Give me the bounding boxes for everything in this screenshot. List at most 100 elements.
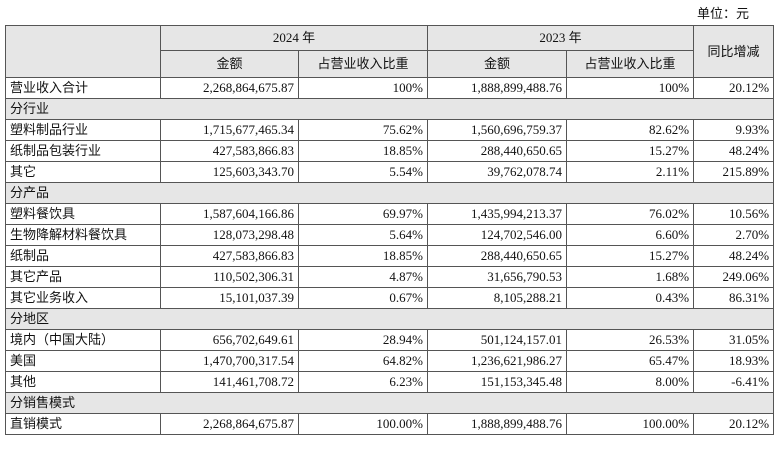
row-label: 其他 bbox=[5, 371, 161, 393]
data-row: 其它业务收入 15,101,037.39 0.67% 8,105,288.21 0.43… bbox=[5, 287, 775, 309]
header-corner bbox=[5, 25, 161, 78]
row-label: 其它业务收入 bbox=[5, 287, 161, 309]
data-row: 境内（中国大陆） 656,702,649.61 28.94% 501,124,157.… bbox=[5, 329, 775, 351]
cell: 1,587,604,166.86 bbox=[160, 203, 299, 225]
cell: 15,101,037.39 bbox=[160, 287, 299, 309]
cell: 215.89% bbox=[693, 161, 775, 183]
header-column: 占营业收入比重 bbox=[566, 50, 695, 78]
cell: 2,268,864,675.87 bbox=[160, 77, 299, 99]
cell: 0.43% bbox=[566, 287, 695, 309]
cell: 5.54% bbox=[297, 161, 429, 183]
row-label: 其它产品 bbox=[5, 266, 161, 288]
cell: 82.62% bbox=[566, 119, 695, 141]
cell: 1,888,899,488.76 bbox=[427, 77, 568, 99]
cell: 1,560,696,759.37 bbox=[427, 119, 568, 141]
data-row: 营业收入合计 2,268,864,675.87 100% 1,888,899,488.… bbox=[5, 77, 775, 99]
header-column: 占营业收入比重 bbox=[297, 50, 429, 78]
cell: 18.85% bbox=[297, 140, 429, 162]
header-year: 2023 年 bbox=[427, 25, 695, 51]
cell: 0.67% bbox=[297, 287, 429, 309]
row-label: 美国 bbox=[5, 350, 161, 372]
cell: 9.93% bbox=[693, 119, 775, 141]
cell: 501,124,157.01 bbox=[427, 329, 568, 351]
section-label: 分行业 bbox=[4, 98, 775, 120]
cell: 5.64% bbox=[297, 224, 429, 246]
cell: 1.68% bbox=[566, 266, 695, 288]
cell: 2,268,864,675.87 bbox=[160, 413, 299, 435]
section-row: 分行业 bbox=[4, 98, 775, 120]
cell: 4.87% bbox=[297, 266, 429, 288]
cell: 75.62% bbox=[297, 119, 429, 141]
cell: 288,440,650.65 bbox=[427, 140, 568, 162]
cell: 69.97% bbox=[297, 203, 429, 225]
revenue-table: 2024 年 2023 年 同比增减 金额 占营业收入比重 金额 占营业收入比重… bbox=[4, 25, 775, 435]
section-row: 分产品 bbox=[4, 182, 775, 204]
header-column: 金额 bbox=[160, 50, 299, 78]
header-row: 2024 年 2023 年 同比增减 bbox=[5, 25, 775, 78]
cell: 65.47% bbox=[566, 350, 695, 372]
data-row: 美国 1,470,700,317.54 64.82% 1,236,621,986.27… bbox=[5, 350, 775, 372]
cell: 8,105,288.21 bbox=[427, 287, 568, 309]
cell: 48.24% bbox=[693, 140, 775, 162]
cell: 31,656,790.53 bbox=[427, 266, 568, 288]
row-label: 境内（中国大陆） bbox=[5, 329, 161, 351]
header-year: 2024 年 bbox=[159, 25, 429, 51]
row-label: 塑料餐饮具 bbox=[5, 203, 161, 225]
row-label: 生物降解材料餐饮具 bbox=[5, 224, 161, 246]
table-body: 2024 年 2023 年 同比增减 金额 占营业收入比重 金额 占营业收入比重… bbox=[4, 25, 775, 435]
cell: 1,715,677,465.34 bbox=[160, 119, 299, 141]
cell: 100.00% bbox=[566, 413, 695, 435]
header-column: 金额 bbox=[427, 50, 568, 78]
cell: 20.12% bbox=[693, 413, 775, 435]
data-row: 生物降解材料餐饮具 128,073,298.48 5.64% 124,702,546.… bbox=[5, 224, 775, 246]
data-row: 其他 141,461,708.72 6.23% 151,153,345.48 8.00%… bbox=[5, 371, 775, 393]
cell: 100% bbox=[297, 77, 429, 99]
cell: -6.41% bbox=[693, 371, 775, 393]
cell: 128,073,298.48 bbox=[160, 224, 299, 246]
cell: 20.12% bbox=[693, 77, 775, 99]
cell: 151,153,345.48 bbox=[427, 371, 568, 393]
cell: 141,461,708.72 bbox=[160, 371, 299, 393]
cell: 288,440,650.65 bbox=[427, 245, 568, 267]
data-row: 其它 125,603,343.70 5.54% 39,762,078.74 2.11% 2… bbox=[5, 161, 775, 183]
cell: 6.23% bbox=[297, 371, 429, 393]
cell: 124,702,546.00 bbox=[427, 224, 568, 246]
cell: 86.31% bbox=[693, 287, 775, 309]
section-label: 分销售模式 bbox=[4, 392, 775, 414]
cell: 8.00% bbox=[566, 371, 695, 393]
data-row: 纸制品 427,583,866.83 18.85% 288,440,650.65 15.… bbox=[5, 245, 775, 267]
row-label: 营业收入合计 bbox=[5, 77, 161, 99]
cell: 249.06% bbox=[693, 266, 775, 288]
cell: 6.60% bbox=[566, 224, 695, 246]
row-label: 直销模式 bbox=[5, 413, 161, 435]
row-label: 纸制品 bbox=[5, 245, 161, 267]
cell: 427,583,866.83 bbox=[160, 140, 299, 162]
data-row: 塑料制品行业 1,715,677,465.34 75.62% 1,560,696,75… bbox=[5, 119, 775, 141]
row-label: 纸制品包装行业 bbox=[5, 140, 161, 162]
cell: 1,470,700,317.54 bbox=[160, 350, 299, 372]
cell: 427,583,866.83 bbox=[160, 245, 299, 267]
cell: 28.94% bbox=[297, 329, 429, 351]
cell: 2.11% bbox=[566, 161, 695, 183]
cell: 15.27% bbox=[566, 245, 695, 267]
cell: 100.00% bbox=[297, 413, 429, 435]
cell: 31.05% bbox=[693, 329, 775, 351]
cell: 39,762,078.74 bbox=[427, 161, 568, 183]
cell: 18.93% bbox=[693, 350, 775, 372]
header-row: 金额 占营业收入比重 金额 占营业收入比重 bbox=[5, 50, 774, 78]
section-row: 分销售模式 bbox=[4, 392, 775, 414]
data-row: 纸制品包装行业 427,583,866.83 18.85% 288,440,650.6… bbox=[5, 140, 775, 162]
cell: 656,702,649.61 bbox=[160, 329, 299, 351]
cell: 125,603,343.70 bbox=[160, 161, 299, 183]
section-row: 分地区 bbox=[4, 308, 775, 330]
data-row: 其它产品 110,502,306.31 4.87% 31,656,790.53 1.68… bbox=[5, 266, 775, 288]
cell: 1,888,899,488.76 bbox=[427, 413, 568, 435]
row-label: 其它 bbox=[5, 161, 161, 183]
cell: 64.82% bbox=[297, 350, 429, 372]
header-change: 同比增减 bbox=[693, 25, 775, 78]
cell: 18.85% bbox=[297, 245, 429, 267]
cell: 10.56% bbox=[693, 203, 775, 225]
section-label: 分地区 bbox=[4, 308, 775, 330]
cell: 100% bbox=[566, 77, 695, 99]
